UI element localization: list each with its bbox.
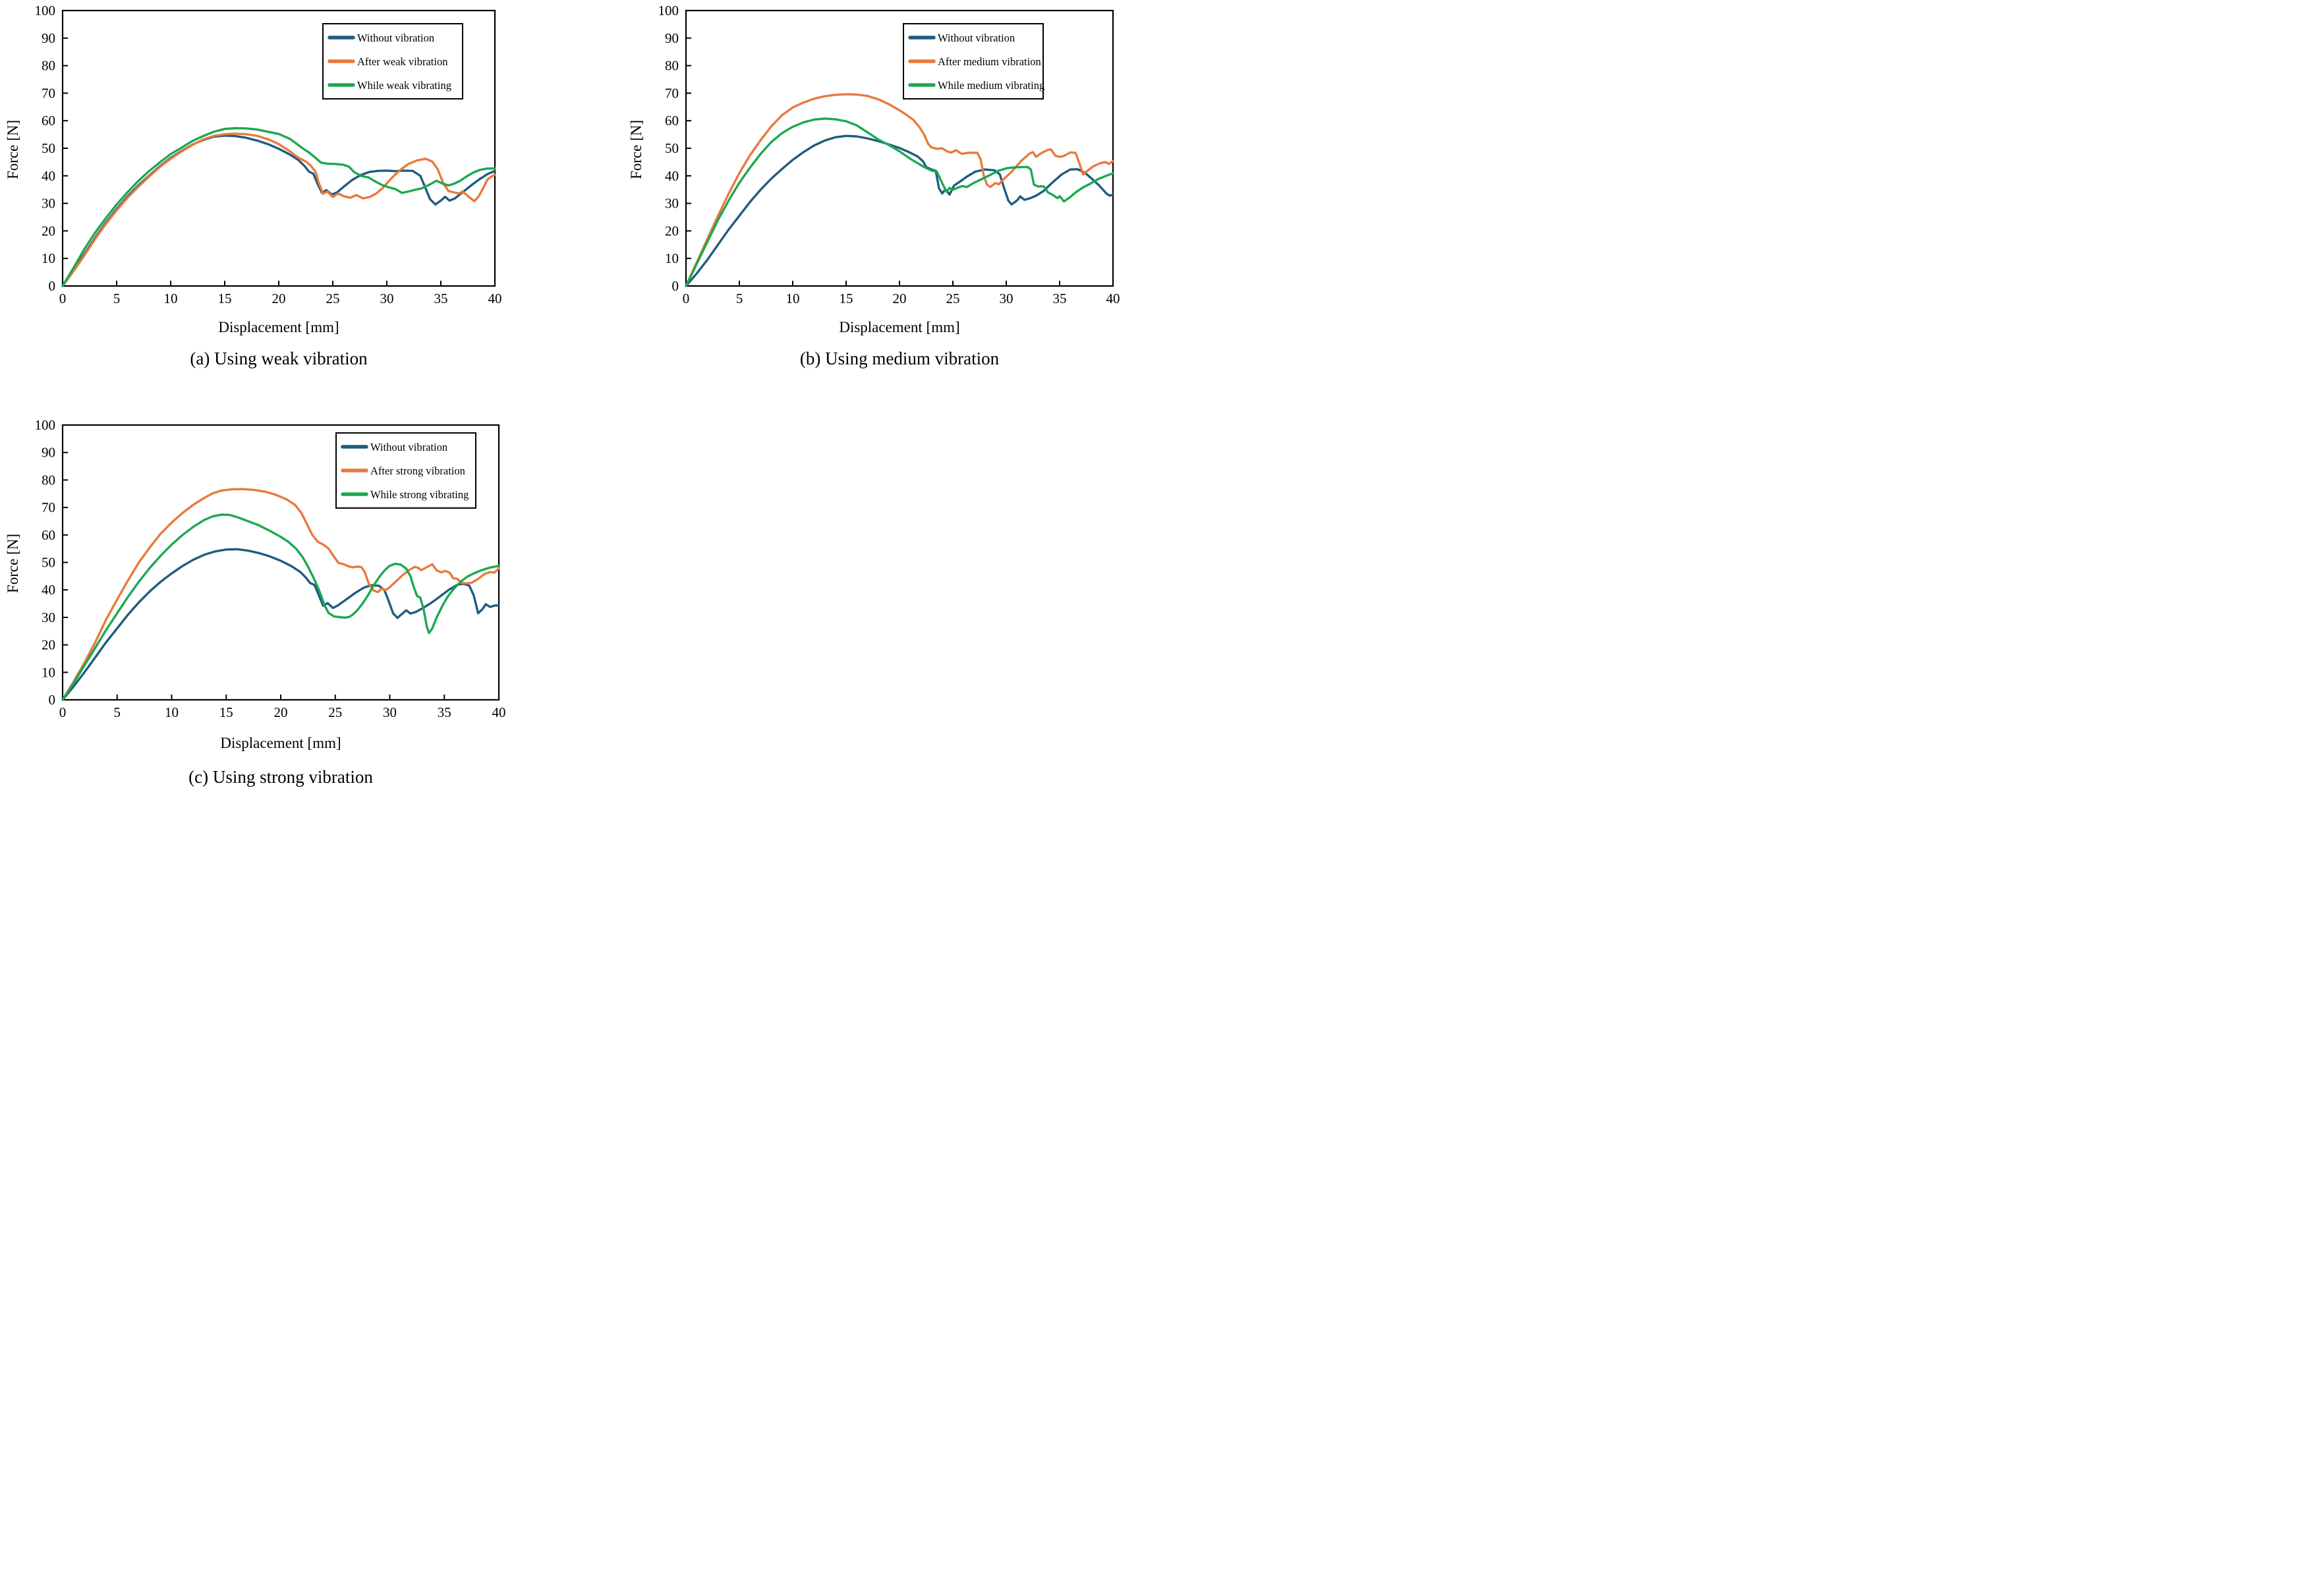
x-tick-label: 35 <box>434 291 448 306</box>
y-tick-label: 0 <box>672 278 679 294</box>
y-tick-label: 80 <box>42 58 55 74</box>
figure-page: 0 5 10 15 20 25 30 35 40 0 10 20 30 40 50 60 70 80 90 100 Wi… <box>0 0 1155 798</box>
series-line-after-weak-vibration <box>61 132 496 287</box>
series-line-while-strong-vibrating <box>61 513 500 701</box>
y-tick-label: 100 <box>35 3 56 18</box>
x-tick-label: 20 <box>893 291 907 306</box>
x-tick-label: 10 <box>164 291 178 306</box>
x-tick-label: 40 <box>492 704 506 720</box>
y-tick-label: 30 <box>42 196 55 212</box>
y-tick-label: 100 <box>658 3 679 18</box>
y-tick-label: 10 <box>42 664 55 680</box>
y-tick-label: 20 <box>665 223 679 239</box>
legend-label: While medium vibrating <box>938 79 1044 92</box>
x-tick-label: 0 <box>59 704 67 720</box>
chart-b-container: 0 5 10 15 20 25 30 35 40 0 10 20 30 40 50 60 70 80 90 100 Wi… <box>578 0 1155 399</box>
chart-a-y-axis-label: Force [N] <box>5 119 21 180</box>
x-tick-label: 0 <box>683 291 690 306</box>
y-tick-label: 40 <box>42 168 55 184</box>
chart-b-canvas: 0 5 10 15 20 25 30 35 40 0 10 20 30 40 50 60 70 80 90 100 Wi… <box>658 3 1120 306</box>
chart-c-x-axis-label: Displacement [mm] <box>220 735 341 751</box>
x-tick-label: 20 <box>274 704 288 720</box>
x-tick-label: 25 <box>946 291 960 306</box>
y-tick-label: 60 <box>42 113 55 128</box>
y-tick-label: 70 <box>42 85 55 101</box>
x-tick-label: 15 <box>219 704 233 720</box>
x-tick-label: 20 <box>272 291 286 306</box>
y-tick-label: 90 <box>42 445 55 461</box>
x-tick-label: 30 <box>1000 291 1013 306</box>
chart-c-y-axis-label: Force [N] <box>5 533 21 594</box>
chart-a-x-axis-label: Displacement [mm] <box>218 319 339 335</box>
chart-b-caption: (b) Using medium vibration <box>799 349 1000 368</box>
chart-c-canvas: 0 5 10 15 20 25 30 35 40 0 10 20 30 40 50 60 70 80 90 100 Wi… <box>35 417 506 720</box>
y-tick-label: 60 <box>665 113 679 128</box>
y-tick-label: 0 <box>49 278 56 294</box>
y-tick-label: 60 <box>42 527 55 543</box>
legend-label: Without vibration <box>370 441 447 453</box>
series-line-while-weak-vibrating <box>61 127 496 287</box>
x-tick-label: 10 <box>786 291 800 306</box>
y-tick-label: 30 <box>665 196 679 212</box>
chart-a-canvas: 0 5 10 15 20 25 30 35 40 0 10 20 30 40 50 60 70 80 90 100 Wi… <box>35 3 502 306</box>
series-line-after-strong-vibration <box>61 488 500 701</box>
x-tick-label: 30 <box>380 291 394 306</box>
legend-label: Without vibration <box>938 32 1015 44</box>
series-line-without-vibration <box>61 134 496 287</box>
y-tick-label: 90 <box>42 30 55 46</box>
x-tick-label: 35 <box>438 704 451 720</box>
y-tick-label: 40 <box>42 582 55 598</box>
x-tick-label: 25 <box>328 704 342 720</box>
chart-c-container: 0 5 10 15 20 25 30 35 40 0 10 20 30 40 50 60 70 80 90 100 Wi… <box>0 399 578 798</box>
x-tick-label: 0 <box>59 291 67 306</box>
x-tick-label: 5 <box>113 291 121 306</box>
y-tick-label: 10 <box>42 250 55 266</box>
y-tick-label: 70 <box>665 85 679 101</box>
x-tick-label: 25 <box>326 291 340 306</box>
legend-label: Without vibration <box>357 32 434 44</box>
chart-a-container: 0 5 10 15 20 25 30 35 40 0 10 20 30 40 50 60 70 80 90 100 Wi… <box>0 0 578 399</box>
legend-label: After strong vibration <box>370 465 465 477</box>
x-tick-label: 40 <box>1106 291 1120 306</box>
y-tick-label: 70 <box>42 499 55 515</box>
y-tick-label: 20 <box>42 637 55 653</box>
y-tick-label: 90 <box>665 30 679 46</box>
x-tick-label: 35 <box>1053 291 1067 306</box>
x-tick-label: 40 <box>488 291 502 306</box>
x-tick-label: 15 <box>218 291 232 306</box>
x-tick-label: 30 <box>383 704 397 720</box>
chart-b-y-axis-label: Force [N] <box>628 119 644 180</box>
legend-label: After medium vibration <box>938 55 1041 68</box>
chart-b-x-axis-label: Displacement [mm] <box>839 319 960 335</box>
x-tick-label: 5 <box>736 291 743 306</box>
y-tick-label: 80 <box>42 472 55 488</box>
series-line-after-medium-vibration <box>685 93 1114 287</box>
y-tick-label: 20 <box>42 223 55 239</box>
legend-label: After weak vibration <box>357 55 447 68</box>
y-tick-label: 50 <box>42 140 55 156</box>
legend-label: While weak vibrating <box>357 79 451 92</box>
x-tick-label: 15 <box>840 291 853 306</box>
series-line-without-vibration <box>685 134 1114 287</box>
y-tick-label: 30 <box>42 610 55 625</box>
y-tick-label: 10 <box>665 250 679 266</box>
chart-c-caption: (c) Using strong vibration <box>188 767 373 787</box>
y-tick-label: 50 <box>665 140 679 156</box>
series-line-while-medium-vibrating <box>685 117 1114 287</box>
y-tick-label: 100 <box>35 417 56 433</box>
y-tick-label: 50 <box>42 555 55 571</box>
series-line-without-vibration <box>61 548 500 701</box>
y-tick-label: 40 <box>665 168 679 184</box>
y-tick-label: 0 <box>49 692 56 708</box>
x-tick-label: 10 <box>165 704 179 720</box>
legend-label: While strong vibrating <box>370 488 469 501</box>
y-tick-label: 80 <box>665 58 679 74</box>
x-tick-label: 5 <box>114 704 121 720</box>
chart-a-caption: (a) Using weak vibration <box>190 349 368 368</box>
